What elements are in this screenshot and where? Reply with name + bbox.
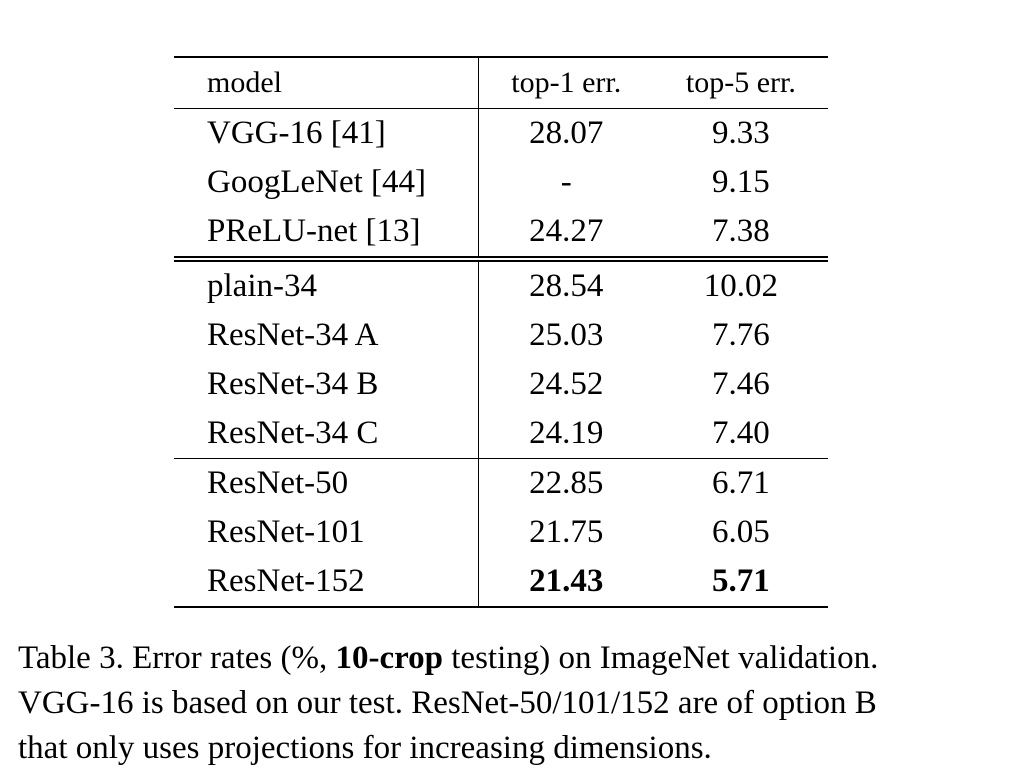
table-row: ResNet-101 21.75 6.05: [174, 508, 828, 557]
top5-error: 7.38: [653, 207, 828, 262]
model-name: ResNet-152: [174, 557, 479, 608]
top1-error: 28.07: [529, 115, 604, 151]
table-row: ResNet-34 A 25.03 7.76: [174, 311, 828, 360]
table-row: PReLU-net [13] 24.27 7.38: [174, 207, 828, 262]
table-row: VGG-16 [41] 28.07 9.33: [174, 108, 828, 158]
top5-error: 9.33: [712, 115, 770, 151]
model-name: ResNet-50: [174, 458, 479, 508]
table-row: plain-34 28.54 10.02: [174, 259, 828, 311]
caption-bold-term: 10-crop: [335, 640, 444, 676]
table-row: ResNet-50 22.85 6.71: [174, 458, 828, 508]
caption-suffix: testing) on ImageNet validation.: [443, 640, 879, 676]
top1-error: 24.19: [478, 409, 654, 459]
top5-error: 7.46: [712, 366, 770, 402]
model-name: PReLU-net [13]: [174, 207, 479, 262]
caption-line-1: Table 3. Error rates (%, 10-crop testing…: [18, 636, 1003, 681]
caption-line-3: that only uses projections for increasin…: [18, 730, 712, 766]
column-header-top1: top-1 err.: [478, 56, 654, 109]
top5-error: 10.02: [703, 268, 779, 304]
table-row: ResNet-152 21.43 5.71: [174, 557, 828, 608]
model-name: ResNet-34 A: [174, 311, 479, 360]
top1-error: 21.75: [529, 514, 604, 550]
top1-error-best: 21.43: [478, 557, 654, 608]
table-row: ResNet-34 B 24.52 7.46: [174, 360, 828, 409]
top1-error: 28.54: [529, 268, 604, 304]
top5-error: 7.40: [653, 409, 828, 459]
top5-error: 6.05: [712, 514, 770, 550]
results-table: model top-1 err. top-5 err. VGG-16 [41] …: [174, 56, 828, 608]
top5-error: 7.76: [712, 317, 770, 353]
top1-error: 25.03: [529, 317, 604, 353]
model-name: plain-34: [174, 259, 479, 311]
model-name: ResNet-101: [174, 508, 479, 557]
top1-error: 24.52: [529, 366, 604, 402]
table-row: GoogLeNet [44] - 9.15: [174, 158, 828, 207]
caption-prefix: Table 3. Error rates (%,: [18, 640, 336, 676]
model-name: VGG-16 [41]: [174, 108, 479, 158]
column-header-top5: top-5 err.: [653, 56, 828, 109]
top5-error: 9.15: [712, 164, 770, 200]
table-caption: Table 3. Error rates (%, 10-crop testing…: [18, 636, 1003, 771]
top5-error-best: 5.71: [653, 557, 828, 608]
top5-error: 6.71: [712, 465, 770, 501]
top1-error: -: [560, 164, 572, 200]
model-name: ResNet-34 B: [174, 360, 479, 409]
caption-line-2: VGG-16 is based on our test. ResNet-50/1…: [18, 685, 877, 721]
column-header-model: model: [174, 56, 479, 109]
top1-error: 22.85: [529, 465, 604, 501]
top1-error: 24.27: [478, 207, 654, 262]
model-name: ResNet-34 C: [174, 409, 479, 459]
table-header-row: model top-1 err. top-5 err.: [174, 56, 828, 109]
table-row: ResNet-34 C 24.19 7.40: [174, 409, 828, 459]
model-name: GoogLeNet [44]: [174, 158, 479, 207]
